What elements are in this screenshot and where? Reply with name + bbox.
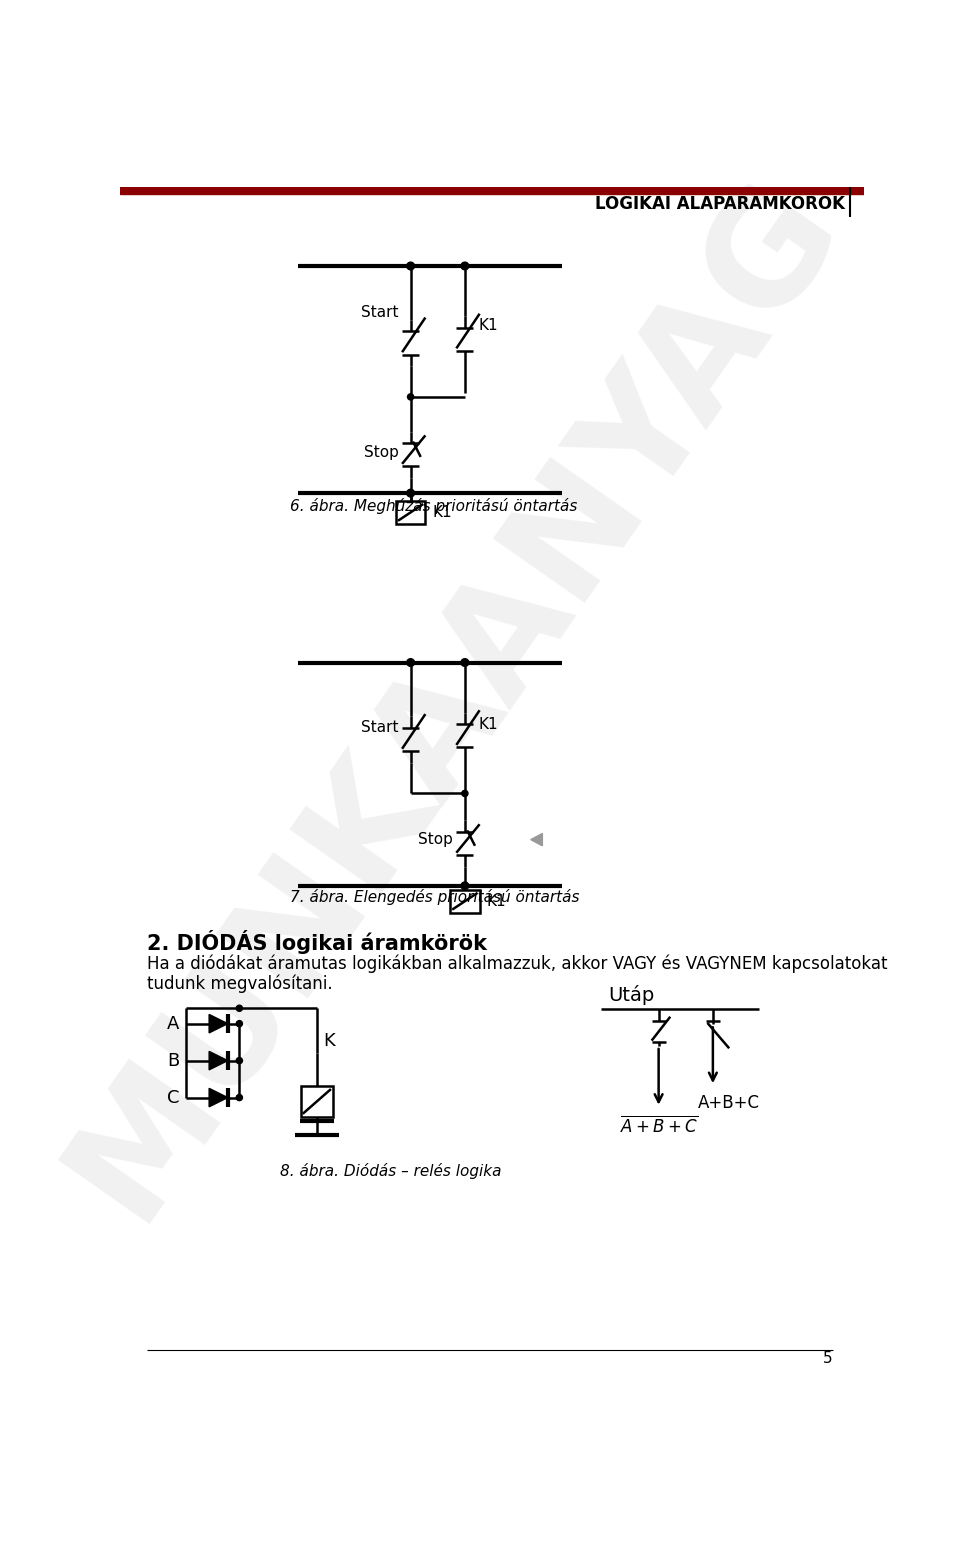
Text: Start: Start: [362, 720, 399, 736]
Text: Start: Start: [362, 305, 399, 320]
Text: Utáp: Utáp: [609, 986, 655, 1006]
Text: K1: K1: [487, 893, 506, 909]
Polygon shape: [209, 1014, 228, 1032]
Circle shape: [407, 489, 415, 497]
Text: A: A: [167, 1015, 180, 1032]
Polygon shape: [209, 1089, 228, 1107]
Circle shape: [236, 1006, 243, 1011]
Text: 8. ábra. Diódás – relés logika: 8. ábra. Diódás – relés logika: [280, 1164, 502, 1179]
Text: Ha a diódákat áramutas logikákban alkalmazzuk, akkor VAGY és VAGYNEM kapcsolatok: Ha a diódákat áramutas logikákban alkalm…: [147, 954, 888, 973]
Text: K1: K1: [479, 717, 498, 731]
Circle shape: [462, 790, 468, 797]
Text: 6. ábra. Meghúzás prioritású öntartás: 6. ábra. Meghúzás prioritású öntartás: [291, 498, 578, 514]
Circle shape: [236, 1095, 243, 1101]
Bar: [396, 501, 425, 523]
Text: MUNKAANYAG: MUNKAANYAG: [40, 152, 866, 1242]
Text: 2. DIÓDÁS logikai áramkörök: 2. DIÓDÁS logikai áramkörök: [147, 931, 487, 954]
Circle shape: [408, 394, 414, 400]
Polygon shape: [209, 1051, 228, 1070]
Text: K1: K1: [432, 505, 452, 520]
Circle shape: [236, 1020, 243, 1026]
Text: A+B+C: A+B+C: [697, 1093, 759, 1112]
Bar: [120, 187, 864, 194]
Text: K: K: [324, 1032, 335, 1050]
Circle shape: [236, 1057, 243, 1064]
Polygon shape: [531, 834, 542, 845]
Bar: [450, 890, 480, 912]
Text: K1: K1: [479, 317, 498, 333]
Text: 5: 5: [824, 1351, 833, 1365]
Circle shape: [461, 659, 468, 667]
Circle shape: [461, 883, 468, 890]
Text: LOGIKAI ALAPÁRAMKÖRÖK: LOGIKAI ALAPÁRAMKÖRÖK: [594, 195, 845, 214]
Circle shape: [407, 659, 415, 667]
Bar: [300, 1086, 333, 1117]
Text: Stop: Stop: [364, 445, 399, 459]
Text: B: B: [167, 1051, 180, 1070]
Text: tudunk megvalósítani.: tudunk megvalósítani.: [147, 975, 333, 993]
Text: 7. ábra. Elengedés prioritású öntartás: 7. ábra. Elengedés prioritású öntartás: [291, 889, 580, 906]
Text: Stop: Stop: [419, 833, 453, 847]
Text: C: C: [167, 1089, 180, 1106]
Text: $\overline{A+B+C}$: $\overline{A+B+C}$: [619, 1115, 698, 1136]
Circle shape: [461, 262, 468, 270]
Circle shape: [407, 262, 415, 270]
